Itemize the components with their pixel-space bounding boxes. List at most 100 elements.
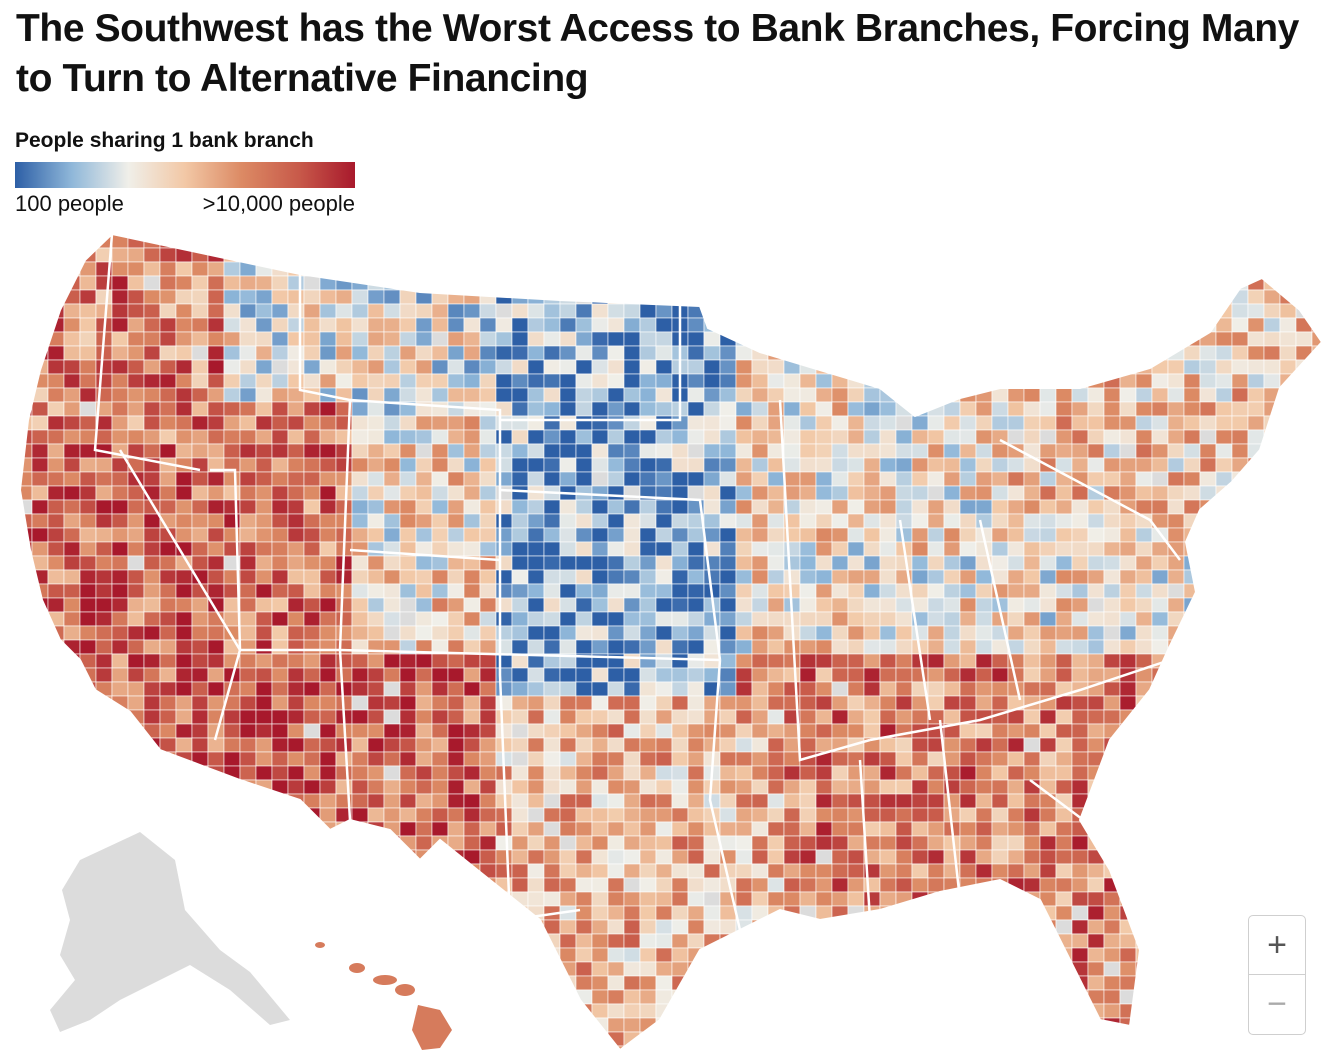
- county-cell[interactable]: [991, 933, 1009, 949]
- county-cell[interactable]: [159, 653, 177, 669]
- county-cell[interactable]: [575, 499, 593, 515]
- county-cell[interactable]: [383, 793, 401, 809]
- county-cell[interactable]: [1087, 807, 1105, 823]
- county-cell[interactable]: [655, 667, 673, 683]
- county-cell[interactable]: [367, 597, 385, 613]
- county-cell[interactable]: [319, 1031, 337, 1047]
- county-cell[interactable]: [815, 541, 833, 557]
- county-cell[interactable]: [1039, 737, 1057, 753]
- county-cell[interactable]: [463, 234, 481, 249]
- county-cell[interactable]: [831, 681, 849, 697]
- county-cell[interactable]: [143, 779, 161, 795]
- county-cell[interactable]: [623, 961, 641, 977]
- county-cell[interactable]: [847, 499, 865, 515]
- county-cell[interactable]: [975, 681, 993, 697]
- county-cell[interactable]: [863, 401, 881, 417]
- county-cell[interactable]: [31, 891, 49, 907]
- county-cell[interactable]: [351, 779, 369, 795]
- county-cell[interactable]: [911, 709, 929, 725]
- county-cell[interactable]: [783, 653, 801, 669]
- county-cell[interactable]: [191, 597, 209, 613]
- county-cell[interactable]: [335, 499, 353, 515]
- county-cell[interactable]: [447, 317, 465, 333]
- county-cell[interactable]: [159, 569, 177, 585]
- county-cell[interactable]: [207, 234, 225, 249]
- county-cell[interactable]: [703, 1031, 721, 1047]
- county-cell[interactable]: [303, 765, 321, 781]
- county-cell[interactable]: [927, 457, 945, 473]
- county-cell[interactable]: [495, 849, 513, 865]
- county-cell[interactable]: [271, 681, 289, 697]
- county-cell[interactable]: [31, 709, 49, 725]
- county-cell[interactable]: [367, 905, 385, 921]
- county-cell[interactable]: [1199, 653, 1217, 669]
- county-cell[interactable]: [975, 905, 993, 921]
- county-cell[interactable]: [591, 513, 609, 529]
- county-cell[interactable]: [767, 1031, 785, 1047]
- county-cell[interactable]: [959, 499, 977, 515]
- county-cell[interactable]: [847, 513, 865, 529]
- county-cell[interactable]: [1055, 611, 1073, 627]
- county-cell[interactable]: [1263, 331, 1281, 347]
- county-cell[interactable]: [399, 919, 417, 935]
- county-cell[interactable]: [1103, 359, 1121, 375]
- county-cell[interactable]: [623, 359, 641, 375]
- county-cell[interactable]: [1199, 905, 1217, 921]
- county-cell[interactable]: [351, 737, 369, 753]
- county-cell[interactable]: [1183, 415, 1201, 431]
- county-cell[interactable]: [431, 359, 449, 375]
- county-cell[interactable]: [543, 821, 561, 837]
- county-cell[interactable]: [31, 527, 49, 543]
- county-cell[interactable]: [1295, 513, 1313, 529]
- county-cell[interactable]: [495, 709, 513, 725]
- county-cell[interactable]: [959, 527, 977, 543]
- county-cell[interactable]: [1311, 247, 1322, 263]
- county-cell[interactable]: [1023, 877, 1041, 893]
- county-cell[interactable]: [975, 863, 993, 879]
- county-cell[interactable]: [63, 807, 81, 823]
- county-cell[interactable]: [431, 569, 449, 585]
- county-cell[interactable]: [255, 933, 273, 949]
- county-cell[interactable]: [863, 639, 881, 655]
- county-cell[interactable]: [16, 765, 33, 781]
- county-cell[interactable]: [735, 234, 753, 249]
- county-cell[interactable]: [607, 513, 625, 529]
- county-cell[interactable]: [1279, 667, 1297, 683]
- county-cell[interactable]: [303, 961, 321, 977]
- county-cell[interactable]: [703, 275, 721, 291]
- county-cell[interactable]: [383, 723, 401, 739]
- county-cell[interactable]: [607, 737, 625, 753]
- county-cell[interactable]: [1151, 275, 1169, 291]
- county-cell[interactable]: [607, 415, 625, 431]
- county-cell[interactable]: [63, 317, 81, 333]
- county-cell[interactable]: [1087, 359, 1105, 375]
- county-cell[interactable]: [479, 331, 497, 347]
- county-cell[interactable]: [527, 625, 545, 641]
- county-cell[interactable]: [159, 415, 177, 431]
- county-cell[interactable]: [991, 653, 1009, 669]
- county-cell[interactable]: [831, 1045, 849, 1060]
- county-cell[interactable]: [767, 765, 785, 781]
- county-cell[interactable]: [335, 345, 353, 361]
- county-cell[interactable]: [495, 443, 513, 459]
- county-cell[interactable]: [159, 681, 177, 697]
- county-cell[interactable]: [623, 667, 641, 683]
- county-cell[interactable]: [383, 303, 401, 319]
- county-cell[interactable]: [799, 485, 817, 501]
- county-cell[interactable]: [223, 737, 241, 753]
- county-cell[interactable]: [319, 541, 337, 557]
- county-cell[interactable]: [1087, 331, 1105, 347]
- county-cell[interactable]: [271, 555, 289, 571]
- county-cell[interactable]: [1135, 220, 1153, 235]
- county-cell[interactable]: [367, 275, 385, 291]
- county-cell[interactable]: [1295, 247, 1313, 263]
- county-cell[interactable]: [1199, 234, 1217, 249]
- county-cell[interactable]: [943, 317, 961, 333]
- county-cell[interactable]: [79, 220, 97, 235]
- county-cell[interactable]: [223, 919, 241, 935]
- county-cell[interactable]: [239, 289, 257, 305]
- county-cell[interactable]: [1231, 919, 1249, 935]
- county-cell[interactable]: [543, 681, 561, 697]
- county-cell[interactable]: [719, 373, 737, 389]
- county-cell[interactable]: [415, 443, 433, 459]
